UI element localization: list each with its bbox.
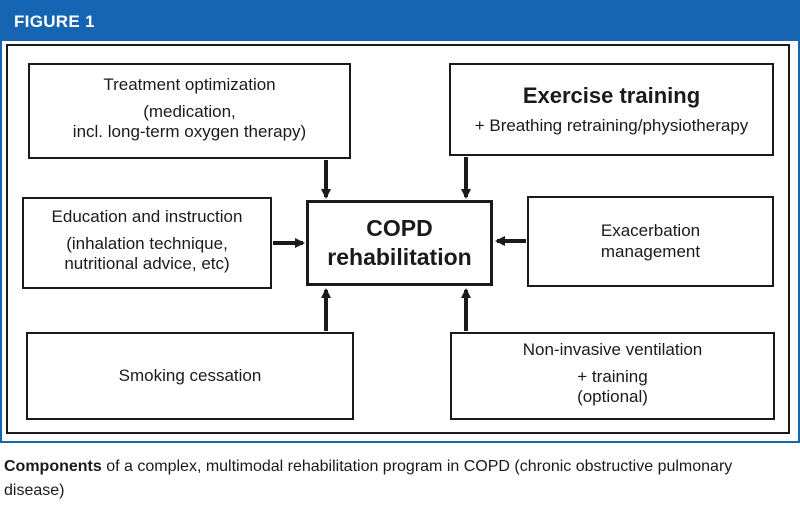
exercise-detail: + Breathing retraining/physiotherapy	[474, 115, 749, 135]
education-detail-line1: (inhalation technique,	[66, 234, 228, 254]
non-invasive-ventilation-box: Non-invasive ventilation + training (opt…	[450, 332, 775, 420]
copd-rehabilitation-box: COPD rehabilitation	[306, 200, 493, 286]
smoking-cessation-box: Smoking cessation	[26, 332, 354, 420]
caption-text: of a complex, multimodal rehabilitation …	[4, 458, 733, 499]
exercise-title: Exercise training	[522, 83, 701, 108]
exercise-training-box: Exercise training + Breathing retraining…	[449, 63, 774, 156]
figure-label: FIGURE 1	[2, 2, 798, 41]
caption-strong: Components	[4, 458, 102, 475]
niv-detail-line1: + training	[577, 367, 648, 387]
exacerbation-line1: Exacerbation	[600, 221, 701, 241]
center-line1: COPD	[366, 214, 433, 241]
niv-title: Non-invasive ventilation	[522, 340, 703, 359]
education-detail-line2: nutritional advice, etc)	[64, 254, 230, 274]
center-line2: rehabilitation	[327, 244, 472, 270]
exacerbation-line2: management	[600, 241, 701, 261]
figure-caption: Components of a complex, multimodal reha…	[4, 455, 794, 503]
treatment-detail-line2: incl. long-term oxygen therapy)	[72, 122, 307, 142]
education-instruction-box: Education and instruction (inhalation te…	[22, 197, 272, 289]
smoking-title: Smoking cessation	[118, 365, 262, 385]
education-title: Education and instruction	[51, 207, 243, 226]
treatment-detail-line1: (medication,	[143, 102, 236, 122]
niv-detail-line2: (optional)	[577, 387, 648, 407]
treatment-title: Treatment optimization	[103, 75, 276, 94]
treatment-optimization-box: Treatment optimization (medication, incl…	[28, 63, 351, 159]
exacerbation-management-box: Exacerbation management	[527, 196, 774, 287]
